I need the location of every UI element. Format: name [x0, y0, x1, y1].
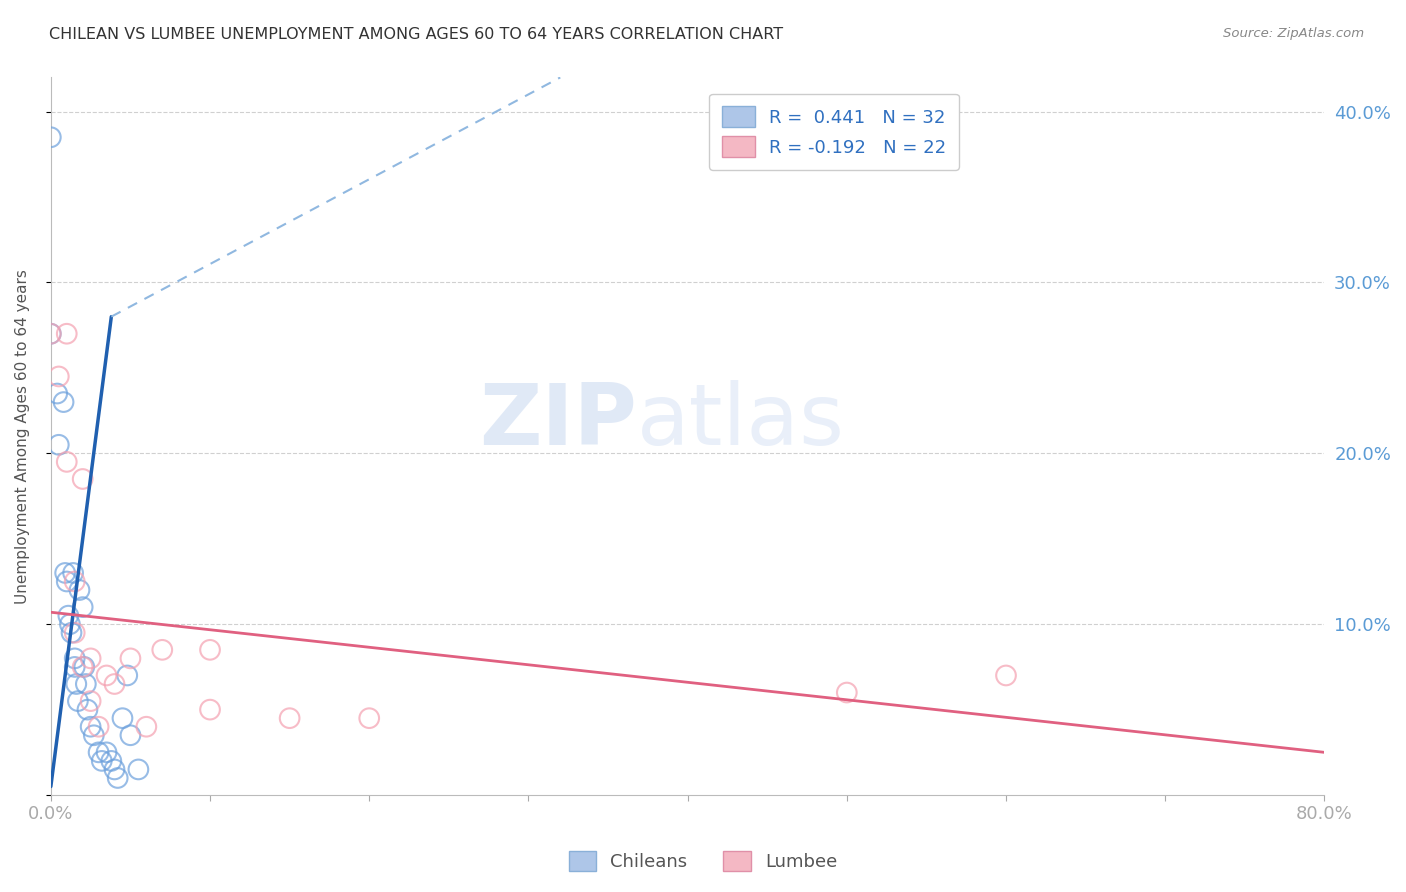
Point	[83, 728, 105, 742]
Point	[63, 625, 86, 640]
Legend: Chileans, Lumbee: Chileans, Lumbee	[561, 844, 845, 879]
Point	[75, 677, 97, 691]
Point	[107, 771, 129, 785]
Point	[79, 720, 101, 734]
Point	[53, 566, 76, 580]
Point	[103, 763, 125, 777]
Point	[73, 660, 96, 674]
Point	[359, 711, 381, 725]
Point	[52, 395, 75, 409]
Point	[63, 660, 86, 674]
Point	[96, 745, 118, 759]
Point	[87, 745, 110, 759]
Point	[198, 643, 221, 657]
Point	[117, 668, 139, 682]
Point	[39, 130, 62, 145]
Point	[198, 703, 221, 717]
Point	[111, 711, 134, 725]
Point	[63, 574, 86, 589]
Point	[55, 574, 77, 589]
Point	[55, 455, 77, 469]
Point	[72, 600, 94, 615]
Point	[69, 582, 91, 597]
Point	[76, 703, 98, 717]
Point	[120, 728, 142, 742]
Point	[103, 677, 125, 691]
Point	[55, 326, 77, 341]
Point	[48, 369, 70, 384]
Point	[995, 668, 1018, 682]
Point	[72, 660, 94, 674]
Text: Source: ZipAtlas.com: Source: ZipAtlas.com	[1223, 27, 1364, 40]
Point	[127, 763, 149, 777]
Point	[150, 643, 173, 657]
Point	[39, 326, 62, 341]
Point	[66, 694, 89, 708]
Point	[60, 625, 83, 640]
Legend: R =  0.441   N = 32, R = -0.192   N = 22: R = 0.441 N = 32, R = -0.192 N = 22	[710, 94, 959, 169]
Text: ZIP: ZIP	[479, 380, 637, 464]
Point	[72, 472, 94, 486]
Text: CHILEAN VS LUMBEE UNEMPLOYMENT AMONG AGES 60 TO 64 YEARS CORRELATION CHART: CHILEAN VS LUMBEE UNEMPLOYMENT AMONG AGE…	[49, 27, 783, 42]
Point	[62, 566, 84, 580]
Point	[59, 617, 82, 632]
Point	[100, 754, 122, 768]
Point	[278, 711, 301, 725]
Point	[90, 754, 112, 768]
Point	[48, 438, 70, 452]
Point	[58, 608, 80, 623]
Point	[120, 651, 142, 665]
Point	[835, 685, 858, 699]
Point	[87, 720, 110, 734]
Point	[65, 677, 87, 691]
Point	[96, 668, 118, 682]
Text: atlas: atlas	[637, 380, 845, 464]
Point	[46, 386, 69, 401]
Point	[39, 326, 62, 341]
Point	[63, 651, 86, 665]
Point	[79, 651, 101, 665]
Point	[135, 720, 157, 734]
Y-axis label: Unemployment Among Ages 60 to 64 years: Unemployment Among Ages 60 to 64 years	[15, 268, 30, 604]
Point	[79, 694, 101, 708]
